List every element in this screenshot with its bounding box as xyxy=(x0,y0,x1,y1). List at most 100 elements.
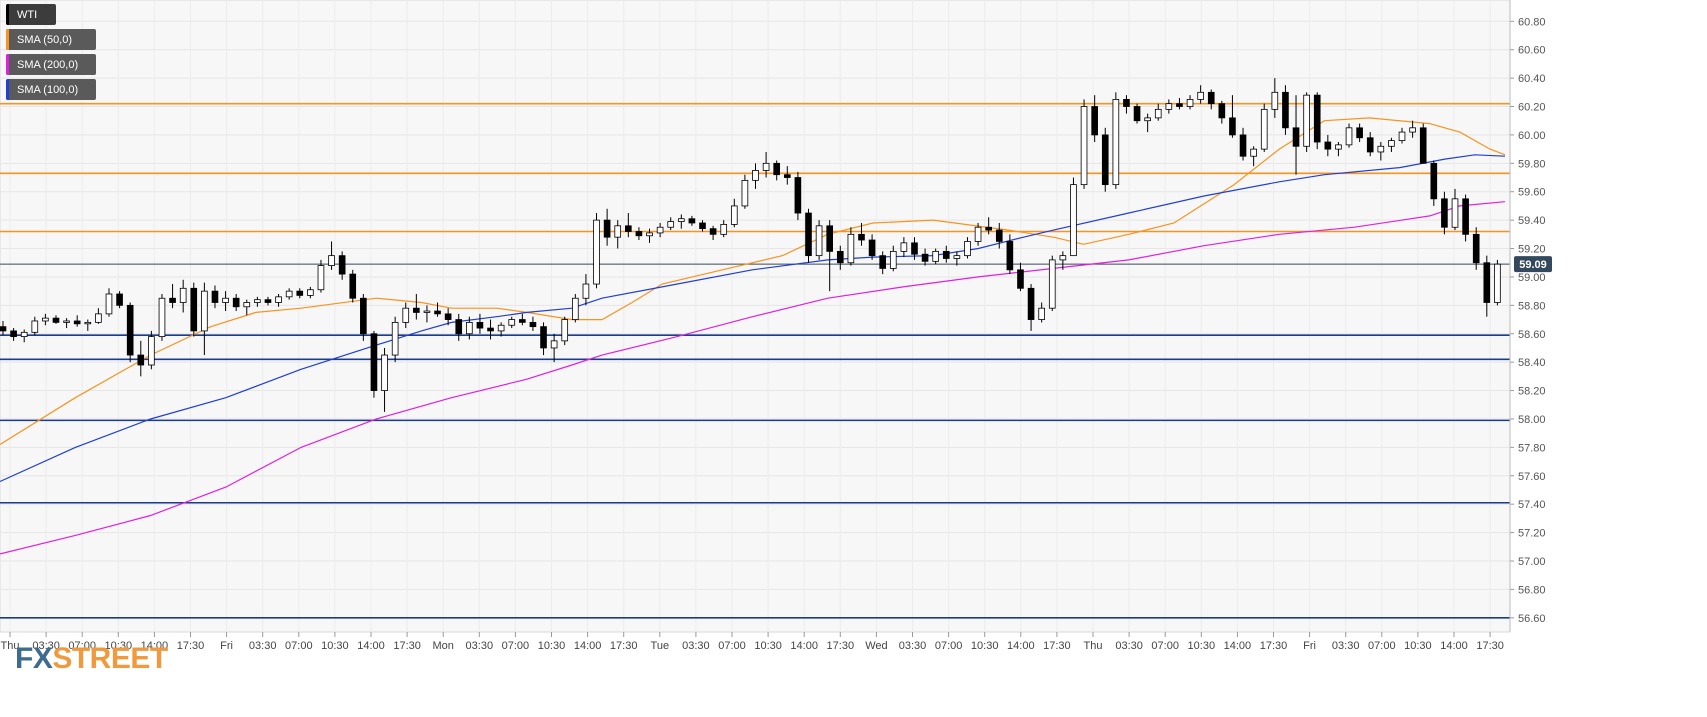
candle-body xyxy=(63,320,70,323)
y-tick-label: 57.80 xyxy=(1518,442,1546,454)
candle-body xyxy=(730,205,738,225)
candle-body xyxy=(1409,127,1416,133)
candle-body xyxy=(169,297,176,303)
x-tick-label: 14:00 xyxy=(1007,640,1035,652)
y-tick-label: 59.40 xyxy=(1518,215,1546,227)
x-tick-label: 14:00 xyxy=(357,640,385,652)
candle-body xyxy=(31,320,39,333)
candle-body xyxy=(667,221,675,228)
legend-item-sma-50[interactable]: SMA (50,0) xyxy=(6,29,96,50)
legend-swatch xyxy=(6,4,9,25)
x-tick-label: 07:00 xyxy=(68,640,96,652)
x-tick-label: 17:30 xyxy=(1260,640,1288,652)
candle-body xyxy=(95,313,102,323)
candle-body xyxy=(1451,198,1459,228)
y-tick-label: 58.80 xyxy=(1518,300,1546,312)
candle-body xyxy=(466,321,473,335)
x-tick-label: 07:00 xyxy=(1151,640,1179,652)
x-tick-label: 03:30 xyxy=(466,640,494,652)
x-tick-label: 03:30 xyxy=(32,640,60,652)
candle-body xyxy=(1080,106,1088,186)
x-tick-label: 10:30 xyxy=(538,640,566,652)
y-tick-label: 59.80 xyxy=(1518,158,1546,170)
x-tick-label: 17:30 xyxy=(393,640,421,652)
candle-body xyxy=(423,310,431,313)
x-tick-label: Fri xyxy=(1303,640,1316,652)
candle-body xyxy=(1462,198,1469,235)
x-tick-label: 03:30 xyxy=(1332,640,1360,652)
candle-body xyxy=(1472,233,1480,264)
candle-body xyxy=(455,319,463,335)
candle-body xyxy=(434,310,441,315)
candle-body xyxy=(752,170,759,181)
candle-body xyxy=(561,319,569,342)
y-tick-label: 60.60 xyxy=(1518,45,1546,57)
candle-body xyxy=(328,255,335,266)
candle-body xyxy=(158,297,166,337)
candle-body xyxy=(508,319,516,326)
candle-body xyxy=(1345,127,1353,146)
candle-body xyxy=(497,324,505,332)
candle-body xyxy=(1250,148,1257,157)
x-tick-label: 07:00 xyxy=(285,640,313,652)
legend-swatch xyxy=(6,29,9,50)
candle-body xyxy=(720,223,728,235)
y-tick-label: 58.60 xyxy=(1518,329,1546,341)
candle-body xyxy=(1313,94,1321,143)
candle-body xyxy=(360,297,367,335)
candle-body xyxy=(20,331,28,337)
candle-body xyxy=(805,212,812,257)
x-tick-label: 17:30 xyxy=(1043,640,1071,652)
x-tick-label: 07:00 xyxy=(502,640,530,652)
candle-body xyxy=(402,307,410,323)
candle-body xyxy=(1282,91,1289,129)
candle-body xyxy=(879,255,886,269)
y-tick-label: 58.00 xyxy=(1518,414,1546,426)
x-tick-label: 14:00 xyxy=(1224,640,1252,652)
candle-body xyxy=(1356,127,1363,139)
candle-body xyxy=(794,177,802,214)
x-tick-label: Thu xyxy=(1,640,20,652)
candle-body xyxy=(0,326,7,332)
x-tick-label: 10:30 xyxy=(321,640,349,652)
candle-body xyxy=(349,273,357,299)
candle-body xyxy=(1303,94,1310,147)
legend-label: SMA (50,0) xyxy=(17,33,73,46)
candle-body xyxy=(709,228,717,235)
candle-body xyxy=(635,231,643,237)
candle-body xyxy=(995,229,1003,242)
sma-line xyxy=(0,154,1506,483)
candle-body xyxy=(1494,263,1501,303)
y-tick-label: 60.20 xyxy=(1518,102,1546,114)
candle-body xyxy=(275,296,282,303)
candle-body xyxy=(815,225,823,257)
y-tick-label: 59.00 xyxy=(1518,272,1546,284)
candle-body xyxy=(847,233,855,264)
candle-body xyxy=(593,219,600,285)
x-tick-label: Thu xyxy=(1084,640,1103,652)
candle-body xyxy=(741,179,749,207)
candle-body xyxy=(73,320,81,325)
candle-body xyxy=(10,330,17,337)
legend-item-sma-100[interactable]: SMA (100,0) xyxy=(6,79,96,100)
candle-body xyxy=(1324,141,1332,150)
x-tick-label: 03:30 xyxy=(899,640,927,652)
candle-body xyxy=(1059,255,1067,261)
candle-body xyxy=(370,333,378,391)
legend-item-wti[interactable]: WTI xyxy=(6,4,56,25)
candle-body xyxy=(1176,103,1183,107)
candle-body xyxy=(1229,117,1236,136)
candle-body xyxy=(911,242,918,255)
legend-item-sma-200[interactable]: SMA (200,0) xyxy=(6,54,96,75)
wti-candles xyxy=(0,78,1501,412)
candle-body xyxy=(1292,127,1300,147)
x-tick-label: Wed xyxy=(865,640,887,652)
candle-body xyxy=(264,299,272,303)
candle-body xyxy=(974,226,982,242)
x-tick-label: 07:00 xyxy=(718,640,746,652)
y-tick-label: 60.80 xyxy=(1518,16,1546,28)
x-tick-label: 10:30 xyxy=(1188,640,1216,652)
candle-body xyxy=(1038,307,1045,320)
y-tick-label: 56.80 xyxy=(1518,584,1546,596)
